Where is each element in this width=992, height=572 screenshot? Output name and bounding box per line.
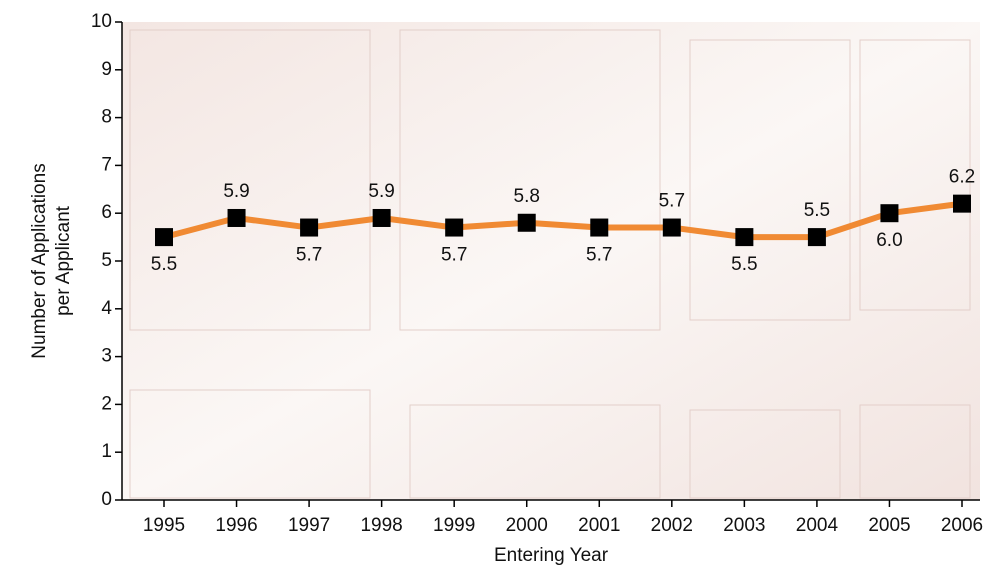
y-tick-label: 7	[101, 154, 112, 175]
chart: Entering Year Number of Applications per…	[0, 0, 992, 572]
y-tick-label: 3	[101, 346, 112, 367]
marker	[445, 219, 463, 237]
x-tick-label: 1997	[288, 515, 330, 536]
x-tick-label: 2004	[796, 515, 839, 536]
value-label: 5.7	[659, 191, 685, 212]
x-tick-label: 2000	[506, 515, 548, 536]
x-tick-label: 2006	[941, 515, 983, 536]
marker	[953, 195, 971, 213]
marker	[735, 228, 753, 246]
y-tick-label: 0	[101, 489, 112, 510]
marker	[155, 228, 173, 246]
value-label: 5.7	[296, 245, 322, 266]
marker	[373, 209, 391, 227]
marker	[590, 219, 608, 237]
value-label: 5.5	[804, 200, 830, 221]
value-label: 5.9	[223, 181, 249, 202]
x-tick-label: 1995	[143, 515, 185, 536]
x-tick-label: 2002	[651, 515, 693, 536]
marker	[808, 228, 826, 246]
y-tick-label: 2	[101, 393, 112, 414]
y-axis-title: Number of Applications	[29, 163, 50, 358]
x-tick-label: 2001	[578, 515, 620, 536]
value-label: 5.7	[586, 245, 612, 266]
plot-background	[122, 22, 980, 500]
y-tick-label: 9	[101, 59, 112, 80]
x-tick-label: 2005	[868, 515, 910, 536]
y-tick-label: 4	[101, 298, 112, 319]
y-tick-label: 8	[101, 107, 112, 128]
marker	[300, 219, 318, 237]
y-tick-label: 6	[101, 202, 112, 223]
value-label: 6.0	[876, 230, 902, 251]
x-tick-label: 1996	[215, 515, 257, 536]
x-tick-label: 1999	[433, 515, 475, 536]
value-label: 5.5	[731, 254, 757, 275]
y-tick-label: 5	[101, 250, 112, 271]
y-tick-label: 10	[91, 11, 112, 32]
marker	[518, 214, 536, 232]
y-tick-label: 1	[101, 441, 112, 462]
marker	[880, 204, 898, 222]
x-axis-title: Entering Year	[494, 545, 609, 566]
marker	[663, 219, 681, 237]
x-tick-label: 2003	[723, 515, 765, 536]
value-label: 6.2	[949, 167, 975, 188]
value-label: 5.7	[441, 245, 467, 266]
x-tick-label: 1998	[360, 515, 402, 536]
marker	[228, 209, 246, 227]
value-label: 5.9	[368, 181, 394, 202]
y-axis-title: per Applicant	[53, 205, 74, 316]
value-label: 5.5	[151, 254, 177, 275]
value-label: 5.8	[514, 186, 540, 207]
